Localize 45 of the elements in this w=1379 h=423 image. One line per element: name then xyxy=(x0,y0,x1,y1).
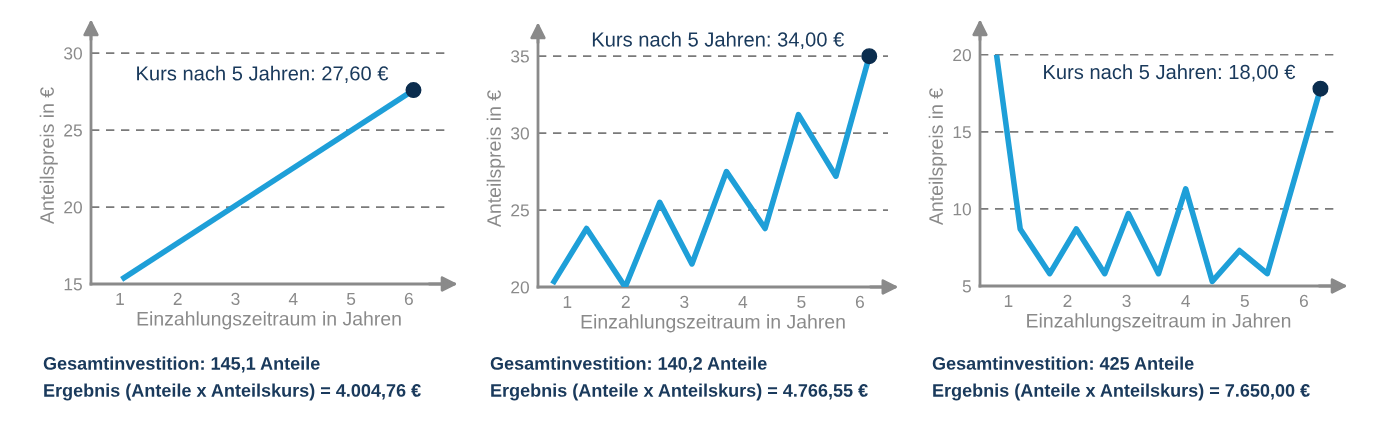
x-tick-label: 4 xyxy=(738,295,748,308)
x-tick-label: 4 xyxy=(1181,294,1191,307)
x-tick-label: 6 xyxy=(404,292,413,306)
x-tick-label: 1 xyxy=(563,295,572,308)
text: Gesamtinvestition: 425 Anteile xyxy=(932,356,1194,370)
x-tick-label: 3 xyxy=(1122,294,1131,308)
text: Gesamtinvestition: 140,2 Anteile xyxy=(490,356,767,373)
y-tick-label: 20 xyxy=(511,281,529,294)
text: Ergebnis (Anteile x Anteilskurs) = 4.004,76 € xyxy=(44,383,421,401)
x-axis-title: Einzahlungszeitraum in Jahren xyxy=(137,311,401,330)
y-tick-label: 10 xyxy=(953,203,971,216)
text: Ergebnis (Anteile x Anteilskurs) = 7.650,00 € xyxy=(933,383,1310,401)
annotation: Kurs nach 5 Jahren: 18,00 € xyxy=(1044,64,1296,82)
x-tick-label: 2 xyxy=(621,295,630,308)
text: Gesamtinvestition: 145,1 Anteile xyxy=(43,356,320,373)
y-tick-label: 20 xyxy=(64,201,82,214)
annotation: Kurs nach 5 Jahren: 27,60 € xyxy=(137,65,389,83)
x-tick-label: 1 xyxy=(1004,294,1013,307)
x-tick-label: 2 xyxy=(1063,294,1072,307)
y-tick-label: 15 xyxy=(64,278,82,291)
x-tick-label: 3 xyxy=(680,295,689,309)
annotation: Kurs nach 5 Jahren: 34,00 € xyxy=(592,31,845,49)
y-axis-title: Anteilspreis in € xyxy=(928,88,947,226)
y-axis-title: Anteilspreis in € xyxy=(486,90,505,228)
x-axis-title: Einzahlungszeitraum in Jahren xyxy=(581,314,845,333)
y-tick-label: 30 xyxy=(511,127,529,140)
y-tick-label: 25 xyxy=(511,204,529,217)
y-tick-label: 35 xyxy=(511,50,529,63)
y-tick-label: 5 xyxy=(962,280,971,293)
x-tick-label: 3 xyxy=(231,292,240,306)
x-tick-label: 1 xyxy=(116,292,124,305)
x-tick-label: 6 xyxy=(1299,294,1308,308)
y-tick-label: 20 xyxy=(953,48,971,62)
y-tick-label: 25 xyxy=(64,124,82,137)
x-tick-label: 6 xyxy=(855,295,864,309)
x-tick-label: 4 xyxy=(288,292,298,305)
x-tick-label: 5 xyxy=(797,295,806,309)
y-axis-title: Anteilspreis in € xyxy=(39,87,58,225)
x-tick-label: 2 xyxy=(173,292,182,305)
x-tick-label: 5 xyxy=(346,292,356,306)
x-axis-title: Einzahlungszeitraum in Jahren xyxy=(1027,313,1291,332)
y-tick-label: 15 xyxy=(953,126,971,139)
x-tick-label: 5 xyxy=(1240,294,1249,308)
y-tick-label: 30 xyxy=(64,47,82,60)
text: Ergebnis (Anteile x Anteilskurs) = 4.766,55 € xyxy=(491,383,868,401)
